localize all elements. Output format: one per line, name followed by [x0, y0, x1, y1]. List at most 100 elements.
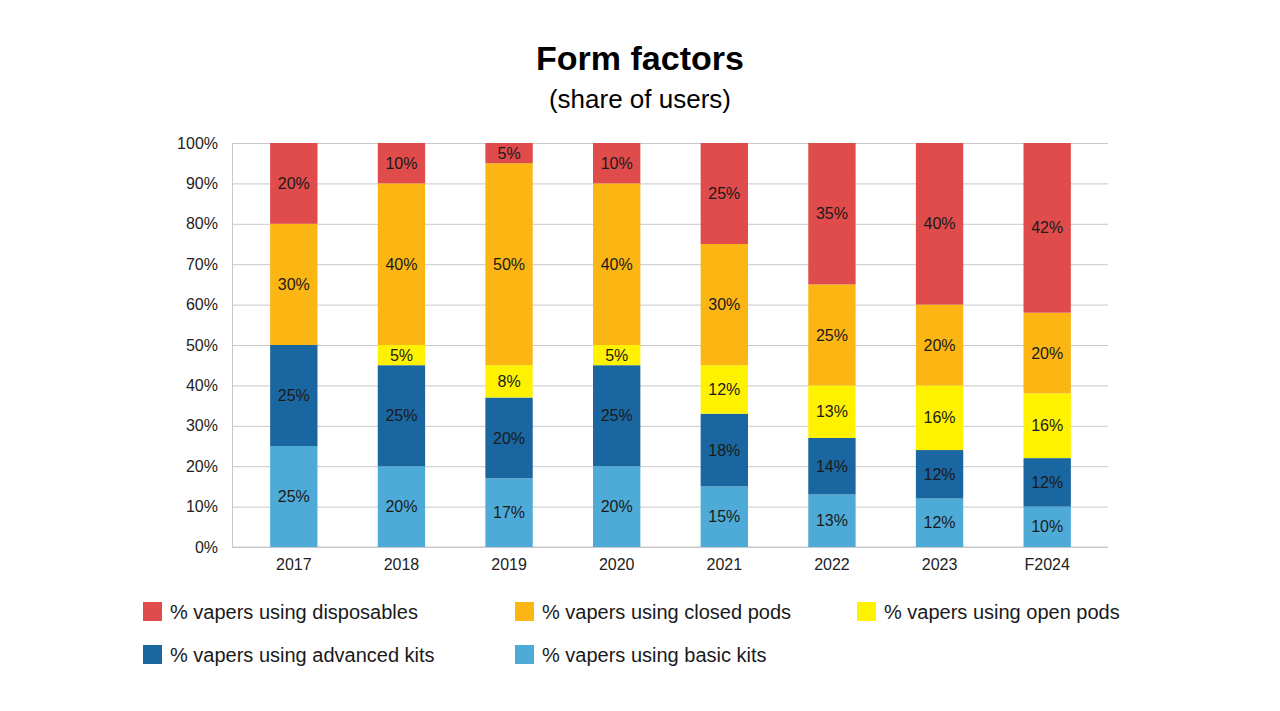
y-tick-label: 70% [186, 256, 218, 273]
bar-segment [1024, 458, 1071, 506]
bar-segment [378, 143, 425, 183]
grid-line [232, 143, 1108, 144]
x-tick-label: 2017 [276, 556, 312, 573]
data-label: 30% [708, 296, 740, 313]
y-tick: 60% [186, 296, 1108, 313]
bar-segment [378, 365, 425, 466]
bar-segment [1024, 143, 1071, 313]
bar-segment [701, 143, 748, 244]
bar-segment [270, 345, 317, 446]
grid-line [232, 224, 1108, 225]
bar-segment [485, 365, 532, 397]
y-tick-label: 30% [186, 417, 218, 434]
x-tick-label: 2023 [922, 556, 958, 573]
grid-line [232, 547, 1108, 548]
bar-segment [270, 224, 317, 345]
data-label: 35% [816, 205, 848, 222]
y-tick-label: 20% [186, 458, 218, 475]
data-label: 13% [816, 512, 848, 529]
grid-line [232, 305, 1108, 306]
bar-segment [593, 345, 640, 365]
y-tick-label: 80% [186, 215, 218, 232]
grid-line [232, 345, 1108, 346]
data-label: 20% [1031, 345, 1063, 362]
data-label: 40% [385, 256, 417, 273]
x-tick: F2024 [1025, 547, 1070, 573]
x-tick: 2023 [922, 547, 958, 573]
grid-line [232, 264, 1108, 265]
bar-segment [378, 466, 425, 547]
data-label: 30% [278, 276, 310, 293]
x-tick-label: F2024 [1025, 556, 1070, 573]
data-label: 20% [924, 337, 956, 354]
x-tick: 2020 [599, 547, 635, 573]
bar-segment [593, 183, 640, 345]
y-tick-label: 100% [177, 135, 218, 152]
bar-segment [808, 438, 855, 495]
y-tick: 70% [186, 256, 1108, 273]
data-label: 40% [924, 215, 956, 232]
grid-line [232, 183, 1108, 184]
data-label: 25% [816, 327, 848, 344]
data-label: 10% [1031, 518, 1063, 535]
bars [270, 143, 1071, 547]
x-tick: 2022 [814, 547, 850, 573]
legend-label: % vapers using open pods [884, 601, 1120, 623]
x-tick: 2017 [276, 547, 312, 573]
bar-segment [485, 163, 532, 365]
y-tick-label: 0% [195, 539, 218, 556]
bar-segment [808, 143, 855, 284]
y-tick: 50% [186, 337, 1108, 354]
bar-segment [916, 499, 963, 547]
legend-label: % vapers using advanced kits [170, 644, 435, 666]
legend-label: % vapers using basic kits [542, 644, 767, 666]
data-label: 5% [605, 347, 628, 364]
data-label: 25% [278, 387, 310, 404]
data-label: 8% [498, 373, 521, 390]
data-label: 12% [1031, 474, 1063, 491]
bar-segment [701, 365, 748, 413]
title: Form factors [536, 39, 744, 77]
y-tick-label: 10% [186, 498, 218, 515]
data-label: 16% [924, 409, 956, 426]
bar-segment [701, 244, 748, 365]
data-label: 25% [278, 488, 310, 505]
bar-segment [270, 143, 317, 224]
data-label: 20% [385, 498, 417, 515]
data-label: 5% [390, 347, 413, 364]
y-tick-label: 60% [186, 296, 218, 313]
y-tick: 80% [186, 215, 1108, 232]
y-tick: 0% [195, 539, 1108, 556]
bar-segment [378, 345, 425, 365]
bar-segment [916, 450, 963, 498]
data-label: 25% [385, 407, 417, 424]
y-tick-label: 40% [186, 377, 218, 394]
data-label: 25% [601, 407, 633, 424]
x-tick: 2018 [384, 547, 420, 573]
bar-segment [270, 446, 317, 547]
data-label: 10% [385, 155, 417, 172]
bar-segment [916, 305, 963, 386]
x-tick-label: 2021 [707, 556, 743, 573]
legend-swatch [143, 645, 162, 664]
data-label: 12% [708, 381, 740, 398]
bar-segment [593, 365, 640, 466]
data-label: 42% [1031, 219, 1063, 236]
data-label: 12% [924, 514, 956, 531]
bar-segment [1024, 507, 1071, 547]
legend-label: % vapers using disposables [170, 601, 418, 623]
data-label: 14% [816, 458, 848, 475]
legend-item: % vapers using open pods [857, 601, 1120, 623]
data-label: 20% [278, 175, 310, 192]
y-tick: 20% [186, 458, 1108, 475]
y-tick: 10% [186, 498, 1108, 515]
x-tick-label: 2018 [384, 556, 420, 573]
x-tick-label: 2020 [599, 556, 635, 573]
y-tick-label: 90% [186, 175, 218, 192]
y-axis: 0% 10% 20% 30% 40% 50% 60% 70% 80% 90% 100% [177, 135, 1108, 556]
data-label: 13% [816, 403, 848, 420]
x-axis: 2017201820192020202120222023F2024 [232, 547, 1108, 573]
legend-swatch [515, 602, 534, 621]
bar-segment [485, 398, 532, 479]
bar-segment [916, 143, 963, 305]
